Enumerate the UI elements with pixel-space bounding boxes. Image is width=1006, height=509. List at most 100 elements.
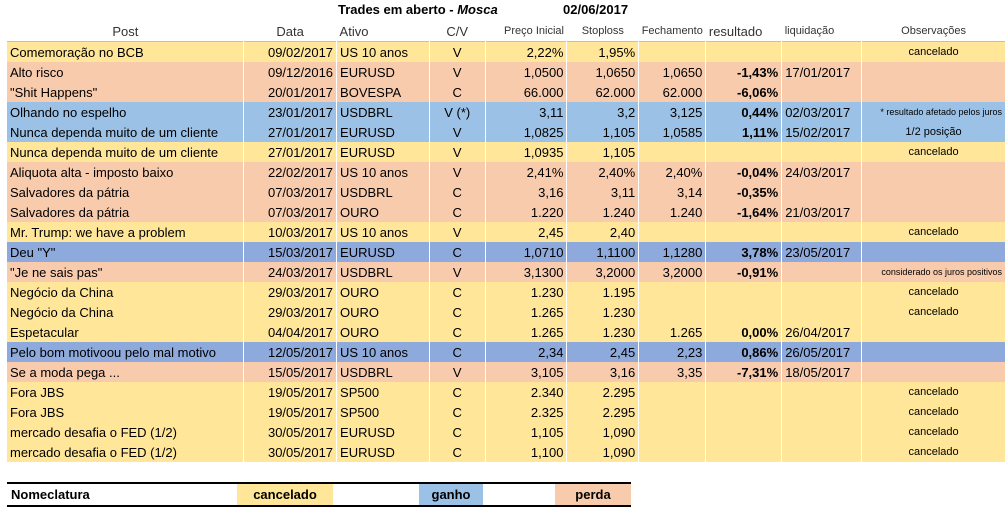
cell-liquidacao[interactable]: 18/05/2017 [781, 362, 862, 382]
cell-resultado[interactable] [705, 402, 782, 422]
cell-liquidacao[interactable] [781, 222, 862, 242]
cell-cv[interactable]: C [429, 182, 486, 202]
cell-data[interactable]: 23/01/2017 [243, 102, 337, 122]
cell-post[interactable]: Olhando no espelho [7, 102, 244, 122]
cell-cv[interactable]: V (*) [429, 102, 486, 122]
cell-resultado[interactable]: 0,86% [705, 342, 782, 362]
cell-post[interactable]: Deu "Y" [7, 242, 244, 262]
cell-data[interactable]: 27/01/2017 [243, 142, 337, 162]
header-cv[interactable]: C/V [446, 23, 469, 39]
cell-data[interactable]: 19/05/2017 [243, 382, 337, 402]
cell-liquidacao[interactable]: 23/05/2017 [781, 242, 862, 262]
cell-ativo[interactable]: EURUSD [336, 422, 430, 442]
cell-resultado[interactable] [705, 422, 782, 442]
cell-resultado[interactable] [705, 442, 782, 462]
cell-liquidacao[interactable]: 26/05/2017 [781, 342, 862, 362]
cell-liquidacao[interactable]: 24/03/2017 [781, 162, 862, 182]
header-liquidacao[interactable]: liquidação [784, 25, 835, 37]
table-row[interactable]: Se a moda pega ... 15/05/2017 USDBRL V 3,105… [7, 362, 1006, 382]
header-ativo[interactable]: Ativo [339, 23, 369, 39]
cell-fechamento[interactable] [638, 142, 706, 162]
cell-stoploss[interactable]: 3,16 [566, 362, 639, 382]
table-row[interactable]: Espetacular 04/04/2017 OURO C 1.265 1.230 1.26… [7, 322, 1006, 342]
cell-post[interactable]: Nunca dependa muito de um cliente [7, 142, 244, 162]
table-row[interactable]: "Shit Happens" 20/01/2017 BOVESPA C 66.000 62… [7, 82, 1006, 102]
cell-preco-inicial[interactable]: 1,0935 [485, 142, 567, 162]
cell-observacoes[interactable] [861, 62, 1006, 82]
cell-resultado[interactable]: -1,43% [705, 62, 782, 82]
cell-resultado[interactable] [705, 282, 782, 302]
cell-observacoes[interactable]: cancelado [861, 402, 1006, 422]
cell-cv[interactable]: V [429, 222, 486, 242]
cell-stoploss[interactable]: 1,95% [566, 41, 639, 62]
cell-liquidacao[interactable]: 17/01/2017 [781, 62, 862, 82]
cell-liquidacao[interactable]: 02/03/2017 [781, 102, 862, 122]
header-resultado[interactable]: resultado [708, 23, 763, 39]
cell-ativo[interactable]: SP500 [336, 402, 430, 422]
cell-observacoes[interactable]: cancelado [861, 382, 1006, 402]
cell-ativo[interactable]: OURO [336, 302, 430, 322]
cell-stoploss[interactable]: 1.195 [566, 282, 639, 302]
cell-preco-inicial[interactable]: 2.340 [485, 382, 567, 402]
table-row[interactable]: "Je ne sais pas" 24/03/2017 USDBRL V 3,1300 3… [7, 262, 1006, 282]
table-row[interactable]: Nunca dependa muito de um cliente 27/01/2… [7, 122, 1006, 142]
cell-resultado[interactable]: -0,91% [705, 262, 782, 282]
cell-data[interactable]: 07/03/2017 [243, 182, 337, 202]
header-stoploss[interactable]: Stoploss [581, 25, 624, 37]
table-row[interactable]: Olhando no espelho 23/01/2017 USDBRL V (*) 3… [7, 102, 1006, 122]
table-row[interactable]: Salvadores da pátria 07/03/2017 OURO C 1.220… [7, 202, 1006, 222]
cell-cv[interactable]: C [429, 402, 486, 422]
cell-resultado[interactable]: -7,31% [705, 362, 782, 382]
table-row[interactable]: Fora JBS 19/05/2017 SP500 C 2.340 2.295 cancel… [7, 382, 1006, 402]
cell-stoploss[interactable]: 2.295 [566, 382, 639, 402]
cell-data[interactable]: 24/03/2017 [243, 262, 337, 282]
cell-data[interactable]: 29/03/2017 [243, 302, 337, 322]
cell-stoploss[interactable]: 2,40 [566, 222, 639, 242]
cell-data[interactable]: 19/05/2017 [243, 402, 337, 422]
cell-observacoes[interactable] [861, 342, 1006, 362]
cell-cv[interactable]: C [429, 242, 486, 262]
cell-observacoes[interactable]: considerado os juros positivos [861, 262, 1006, 282]
cell-stoploss[interactable]: 1.230 [566, 322, 639, 342]
cell-observacoes[interactable]: cancelado [861, 41, 1006, 62]
cell-post[interactable]: "Je ne sais pas" [7, 262, 244, 282]
cell-post[interactable]: Espetacular [7, 322, 244, 342]
cell-observacoes[interactable]: cancelado [861, 142, 1006, 162]
table-row[interactable]: Alto risco 09/12/2016 EURUSD V 1,0500 1,0650 1… [7, 62, 1006, 82]
cell-preco-inicial[interactable]: 1.230 [485, 282, 567, 302]
header-data[interactable]: Data [276, 23, 304, 39]
cell-ativo[interactable]: USDBRL [336, 182, 430, 202]
cell-cv[interactable]: C [429, 422, 486, 442]
cell-data[interactable]: 07/03/2017 [243, 202, 337, 222]
cell-data[interactable]: 09/02/2017 [243, 41, 337, 62]
cell-cv[interactable]: C [429, 442, 486, 462]
cell-cv[interactable]: C [429, 82, 486, 102]
cell-stoploss[interactable]: 1.240 [566, 202, 639, 222]
cell-stoploss[interactable]: 3,11 [566, 182, 639, 202]
cell-stoploss[interactable]: 1,1100 [566, 242, 639, 262]
cell-liquidacao[interactable] [781, 262, 862, 282]
cell-cv[interactable]: V [429, 262, 486, 282]
cell-stoploss[interactable]: 1,090 [566, 442, 639, 462]
cell-post[interactable]: Pelo bom motivoou pelo mal motivo [7, 342, 244, 362]
cell-observacoes[interactable] [861, 82, 1006, 102]
cell-ativo[interactable]: OURO [336, 282, 430, 302]
cell-preco-inicial[interactable]: 1,0710 [485, 242, 567, 262]
cell-data[interactable]: 30/05/2017 [243, 422, 337, 442]
cell-resultado[interactable]: -0,04% [705, 162, 782, 182]
cell-resultado[interactable] [705, 302, 782, 322]
cell-liquidacao[interactable] [781, 41, 862, 62]
cell-liquidacao[interactable] [781, 442, 862, 462]
cell-preco-inicial[interactable]: 1.265 [485, 322, 567, 342]
cell-cv[interactable]: C [429, 342, 486, 362]
header-post[interactable]: Post [112, 23, 139, 39]
cell-post[interactable]: Fora JBS [7, 402, 244, 422]
cell-fechamento[interactable] [638, 422, 706, 442]
cell-observacoes[interactable]: 1/2 posição [861, 122, 1006, 142]
cell-fechamento[interactable]: 3,2000 [638, 262, 706, 282]
cell-cv[interactable]: C [429, 382, 486, 402]
cell-preco-inicial[interactable]: 2,41% [485, 162, 567, 182]
cell-data[interactable]: 15/03/2017 [243, 242, 337, 262]
cell-fechamento[interactable]: 62.000 [638, 82, 706, 102]
cell-stoploss[interactable]: 1,090 [566, 422, 639, 442]
